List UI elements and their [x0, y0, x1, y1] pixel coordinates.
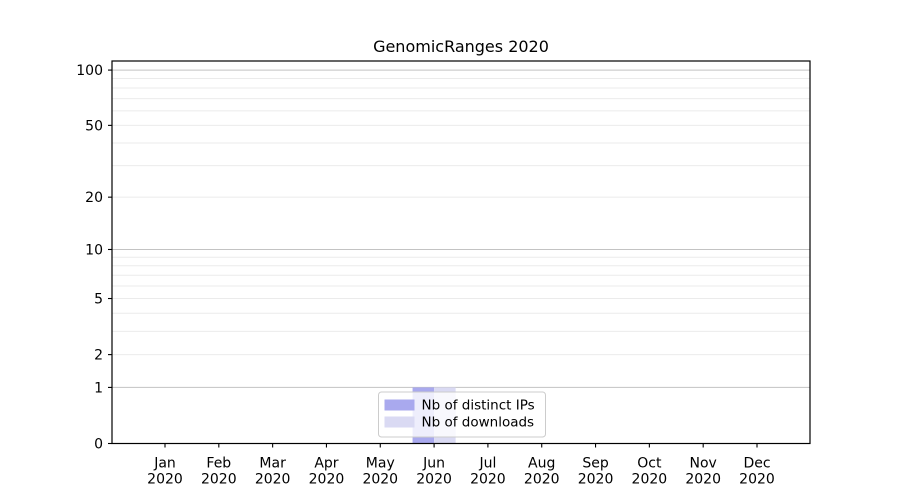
x-tick-label: Jul 2020: [470, 456, 506, 488]
x-tick-label: Sep 2020: [578, 456, 614, 488]
legend-label: Nb of downloads: [422, 415, 535, 431]
legend-swatch: [384, 399, 415, 411]
legend-box: [378, 391, 546, 438]
x-tick-label: Aug 2020: [524, 456, 560, 488]
y-tick-label: 1: [94, 380, 103, 396]
y-tick-label: 20: [85, 190, 103, 206]
y-tick-label: 100: [76, 63, 103, 79]
y-tick-label: 0: [94, 436, 103, 452]
y-axis-ticks: 0 1 2 5 10 20 50 100: [76, 63, 112, 452]
y-tick-label: 2: [94, 348, 103, 364]
x-tick-label: Oct 2020: [632, 456, 668, 488]
x-tick-label: Feb 2020: [201, 456, 237, 488]
legend-label: Nb of distinct IPs: [422, 398, 535, 414]
y-gridlines: [112, 69, 810, 388]
chart-title: GenomicRanges 2020: [373, 37, 549, 56]
x-axis-ticks: Jan 2020 Feb 2020 Mar 2020 Apr 2020 May 2020 Jun 20…: [147, 443, 775, 488]
x-tick-label: Apr 2020: [309, 456, 345, 488]
x-tick-label: Nov 2020: [685, 456, 721, 488]
x-tick-label: May 2020: [362, 456, 398, 488]
y-tick-label: 5: [94, 291, 103, 307]
x-tick-label: Jan 2020: [147, 456, 183, 488]
legend-swatch: [384, 416, 415, 428]
x-tick-label: Jun 2020: [416, 456, 452, 488]
y-tick-label: 10: [85, 242, 103, 258]
x-tick-label: Dec 2020: [739, 456, 775, 488]
x-tick-label: Mar 2020: [255, 456, 291, 488]
axes-box: [111, 60, 811, 445]
y-tick-label: 50: [85, 118, 103, 134]
